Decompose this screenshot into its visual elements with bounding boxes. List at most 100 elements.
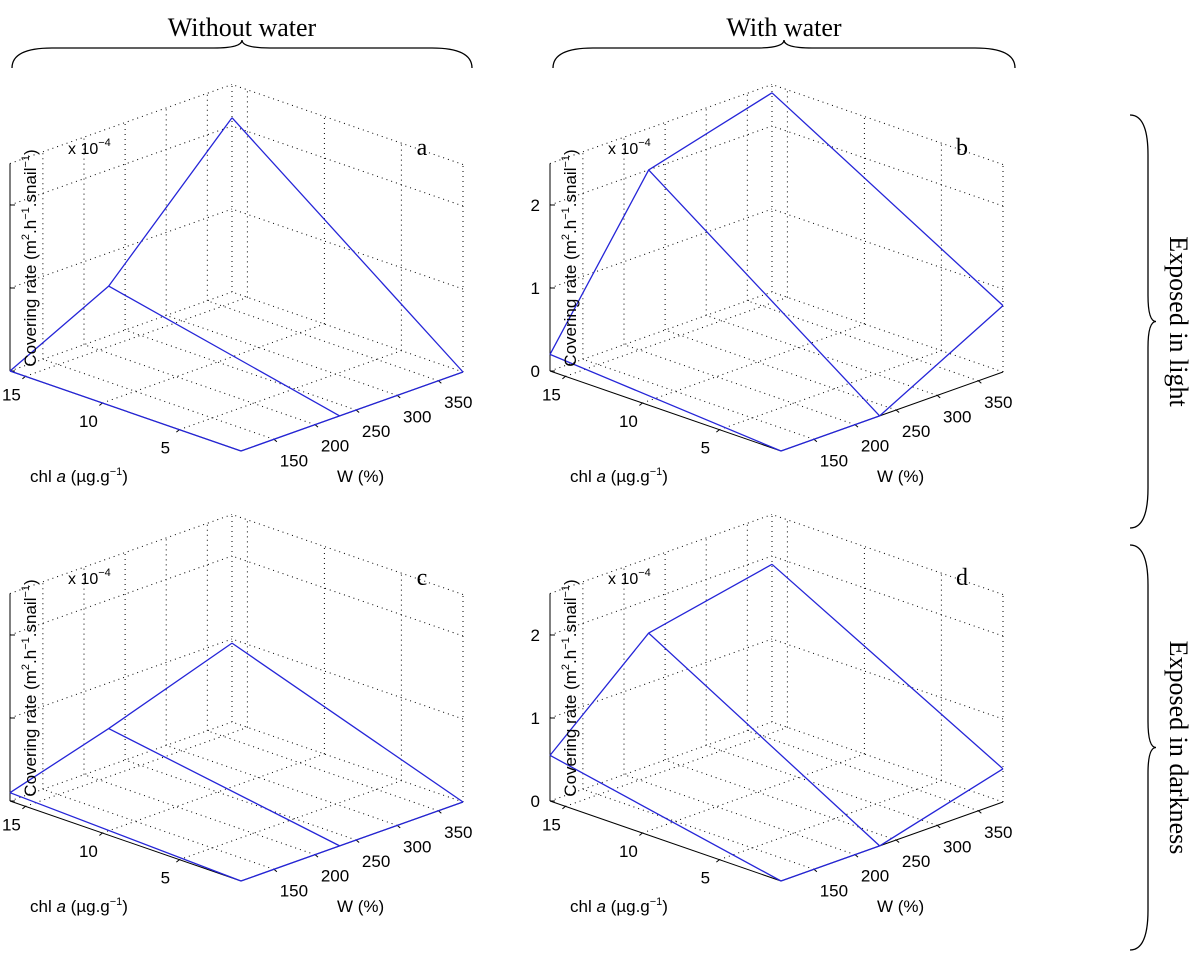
grid-floor-x xyxy=(706,744,938,826)
z-tick-label: 0 xyxy=(531,792,540,811)
grid-top-left-edge xyxy=(9,84,233,164)
x-tick-label: 250 xyxy=(902,852,930,871)
y-tick-label: 15 xyxy=(542,815,561,834)
surface-column-line xyxy=(108,285,340,417)
z-scale-factor: x 10−4 xyxy=(608,567,651,588)
y-tick-label: 15 xyxy=(2,385,21,404)
panel-label: b xyxy=(956,135,968,161)
grid-wall-x-horizontal xyxy=(231,638,464,720)
panel-d: 150 200 250 300 350 5 10 150 1 2 d x 10−4 Covering r… xyxy=(531,514,1013,916)
grid-floor-y xyxy=(25,726,248,807)
grid-floor-x xyxy=(124,759,357,841)
row-header-2: Exposed in darkness xyxy=(1164,641,1193,855)
row-brace-2 xyxy=(1129,544,1157,951)
grid-floor-y xyxy=(719,780,942,861)
y-tick-mark xyxy=(639,832,643,836)
grid-floor-x xyxy=(124,329,357,411)
x-axis-label: W (%) xyxy=(877,897,924,916)
grid-floor-x xyxy=(207,300,439,382)
z-tick-label: 0 xyxy=(531,362,540,381)
y-tick-label: 10 xyxy=(79,412,98,431)
x-tick-label: 350 xyxy=(984,823,1012,842)
y-tick-label: 15 xyxy=(542,385,561,404)
y-tick-mark xyxy=(716,859,720,863)
x-axis-label: W (%) xyxy=(337,897,384,916)
z-scale-factor: x 10−4 xyxy=(608,137,651,158)
grid-floor-y xyxy=(565,296,788,377)
x-axis-label: W (%) xyxy=(877,467,924,486)
grid-wall-x-horizontal xyxy=(231,208,464,290)
x-tick-label: 200 xyxy=(321,867,349,886)
surface-column-line xyxy=(9,370,242,452)
x-tick-mark xyxy=(978,380,982,384)
panel-label: c xyxy=(417,565,428,591)
z-axis-label: Covering rate (m2.h−1.snail−1) xyxy=(560,149,580,366)
grid-floor-x xyxy=(42,358,275,440)
grid-wall-y-horizontal xyxy=(549,125,773,206)
surface-column-line xyxy=(771,92,1004,307)
grid-wall-y-horizontal xyxy=(9,125,233,206)
y-tick-label: 15 xyxy=(2,815,21,834)
y-axis-line xyxy=(9,800,242,882)
z-tick-label: 2 xyxy=(531,626,540,645)
grid-wall-x-horizontal xyxy=(771,638,1004,720)
z-tick-label: 1 xyxy=(531,709,540,728)
grid-wall-x-horizontal xyxy=(231,721,464,803)
row-header-1: Exposed in light xyxy=(1164,236,1193,407)
surface-column-line xyxy=(771,563,1004,770)
row-brace-1 xyxy=(1129,114,1157,529)
grid-floor-x xyxy=(166,314,398,396)
x-tick-label: 150 xyxy=(820,451,848,470)
grid-floor-x xyxy=(83,344,316,426)
x-tick-mark xyxy=(895,409,900,413)
grid-floor-y xyxy=(25,296,248,377)
y-tick-label: 10 xyxy=(619,412,638,431)
grid-wall-x-horizontal xyxy=(771,291,1004,373)
y-axis-label: chl a (µg.g−1) xyxy=(570,896,668,916)
x-tick-label: 350 xyxy=(444,823,472,842)
x-tick-mark xyxy=(936,395,941,399)
x-tick-mark xyxy=(936,825,941,829)
surface-column-line xyxy=(549,353,782,452)
y-tick-label: 10 xyxy=(79,842,98,861)
column-brace-2 xyxy=(552,39,1016,69)
y-tick-mark xyxy=(639,402,643,406)
grid-floor-x xyxy=(623,774,856,856)
z-axis-label: Covering rate (m2.h−1.snail−1) xyxy=(20,149,40,366)
surface-column-line xyxy=(231,642,464,803)
grid-floor-x xyxy=(664,759,897,841)
y-tick-mark xyxy=(562,805,566,810)
x-tick-label: 300 xyxy=(943,837,971,856)
grid-top-left-edge xyxy=(549,514,773,594)
y-axis-label: chl a (µg.g−1) xyxy=(30,896,128,916)
grid-floor-x xyxy=(706,314,938,396)
surface-row-line xyxy=(9,117,233,372)
z-scale-factor: x 10−4 xyxy=(68,567,111,588)
surface-row-line xyxy=(780,305,1004,452)
column-header-1: Without water xyxy=(168,13,317,42)
column-brace-1 xyxy=(11,39,473,69)
grid-floor-x xyxy=(83,774,316,856)
y-tick-mark xyxy=(22,805,26,810)
grid-wall-x-horizontal xyxy=(771,208,1004,290)
y-axis-line xyxy=(549,800,782,882)
grid-floor-x xyxy=(166,744,398,826)
grid-floor-y xyxy=(565,726,788,807)
x-tick-label: 300 xyxy=(943,407,971,426)
grid-wall-x-horizontal xyxy=(231,555,464,637)
grid-wall-x-horizontal xyxy=(771,125,1004,207)
grid-wall-x-horizontal xyxy=(771,555,1004,637)
x-tick-label: 250 xyxy=(902,422,930,441)
grid-floor-x xyxy=(747,300,979,382)
z-tick-label: 2 xyxy=(531,196,540,215)
panel-label: d xyxy=(956,565,968,591)
x-tick-label: 300 xyxy=(403,837,431,856)
x-tick-label: 350 xyxy=(984,393,1012,412)
z-axis-label: Covering rate (m2.h−1.snail−1) xyxy=(560,579,580,796)
grid-floor-y xyxy=(102,323,325,404)
x-tick-label: 200 xyxy=(861,867,889,886)
surface-column-line xyxy=(231,117,464,373)
